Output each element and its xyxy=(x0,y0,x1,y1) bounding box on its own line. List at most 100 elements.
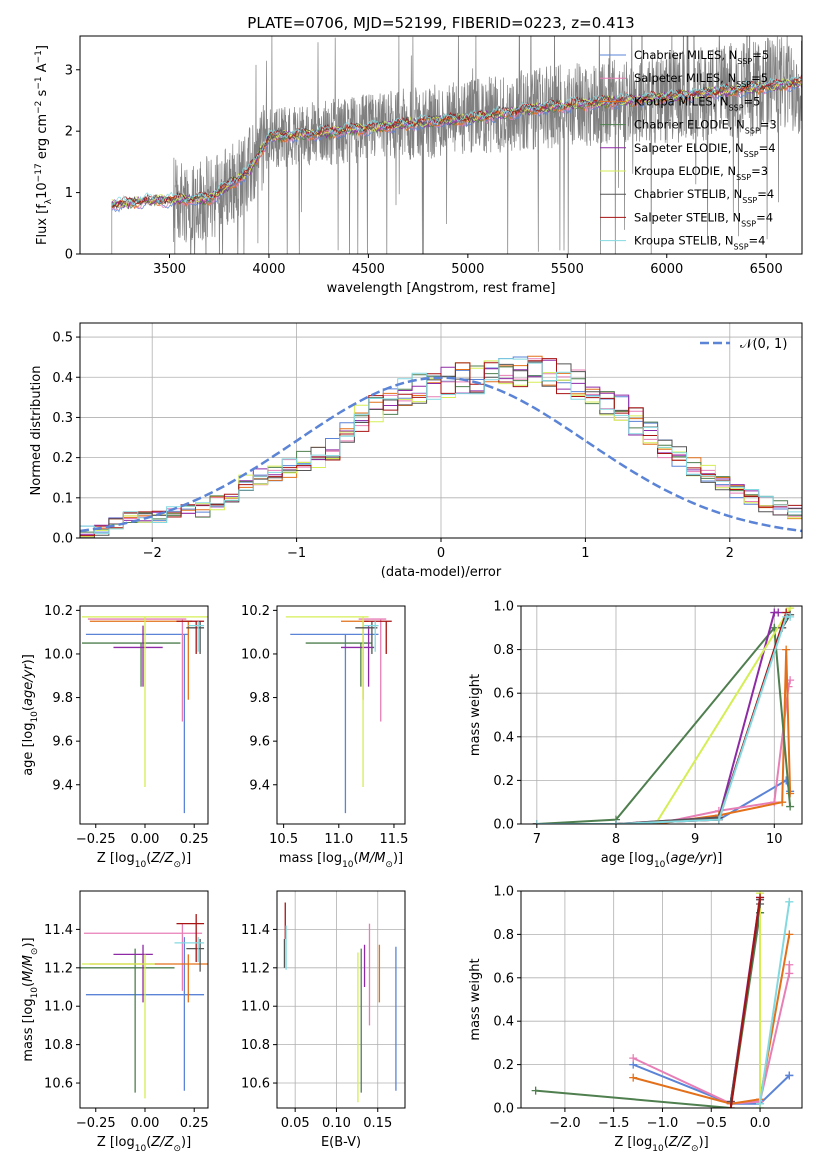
mass_vs_ebv-plot-area xyxy=(283,902,397,1103)
y-tick-label: 0.1 xyxy=(52,491,73,506)
y-tick-label: 10.0 xyxy=(241,647,270,662)
y-tick-label: 0.6 xyxy=(493,687,514,702)
x-tick-label: −1 xyxy=(287,546,306,561)
y-axis-label: mass [log10(M/M⊙)] xyxy=(21,937,40,1061)
weight-marker xyxy=(714,815,723,824)
weight-marker xyxy=(629,1054,638,1063)
residual-histogram-kroupa-elodie xyxy=(80,360,802,538)
age_vs_Z-panel: −0.25 0.00 0.25 9.4 9.6 9.8 10.0 10.2 Z [log10(Z… xyxy=(21,604,209,870)
y-tick-label: 0 xyxy=(65,248,73,263)
weight-marker xyxy=(531,1086,540,1095)
x-tick-label: 9 xyxy=(691,832,699,847)
legend-entry: Kroupa ELODIE, NSSP=3 xyxy=(634,164,768,182)
y-tick-label: 11.2 xyxy=(44,961,73,976)
axes-frame xyxy=(520,890,803,1109)
observed-spectrum-line xyxy=(111,36,802,254)
error-bar-point xyxy=(80,948,175,1093)
error-bar-point xyxy=(81,642,181,687)
y-tick-label: 1.0 xyxy=(493,600,514,615)
x-tick-label: 0.00 xyxy=(131,832,160,847)
x-tick-label: 4500 xyxy=(352,262,385,277)
x-tick-label: 0.0 xyxy=(750,1116,771,1131)
error-bar-point xyxy=(87,618,187,722)
weight-series xyxy=(532,676,795,824)
y-axis-label: Flux [fλ10−17 erg cm−2 s−1 A−1] xyxy=(34,45,54,245)
y-tick-label: 1.0 xyxy=(493,885,514,900)
y-tick-label: 2 xyxy=(65,125,73,140)
legend-entry: Kroupa MILES, NSSP=5 xyxy=(634,94,760,112)
error-bar-point xyxy=(364,621,379,652)
mass_vs_ebv-panel: 0.05 0.10 0.15 10.6 10.8 11.0 11.2 11.4 E(B-V) xyxy=(241,890,406,1150)
weight-series xyxy=(532,606,795,824)
residual-histogram-salpeter-miles xyxy=(80,358,802,538)
legend-entry: Kroupa STELIB, NSSP=4 xyxy=(634,234,765,252)
y-tick-label: 9.8 xyxy=(52,691,73,706)
x-tick-label: 0.05 xyxy=(281,1116,310,1131)
x-tick-label: 0.10 xyxy=(322,1116,351,1131)
axes-frame xyxy=(79,605,209,825)
x-tick-label: 10 xyxy=(766,832,783,847)
residual-histogram-kroupa-miles xyxy=(80,355,802,538)
error-bar-point xyxy=(89,620,193,700)
x-tick-label: −0.25 xyxy=(76,832,116,847)
y-tick-label: 0.5 xyxy=(52,331,73,346)
legend-entry: Chabrier MILES, NSSP=5 xyxy=(634,48,769,66)
x-tick-label: 0.25 xyxy=(180,832,209,847)
weight-marker xyxy=(785,960,794,969)
weight_vs_Z-plot-area xyxy=(531,891,794,1108)
x-tick-label: 0.00 xyxy=(131,1116,160,1131)
mass_vs_Z-panel: −0.25 0.00 0.25 10.6 10.8 11.0 11.2 11.4 Z [log1… xyxy=(21,890,209,1154)
weight-line xyxy=(632,934,791,1105)
error-bar-point xyxy=(355,621,378,654)
y-tick-label: 9.4 xyxy=(249,778,270,793)
y-tick-label: 10.2 xyxy=(241,604,270,619)
y-tick-label: 10.2 xyxy=(44,604,73,619)
weight-line xyxy=(759,901,791,1104)
legend: 𝒩(0, 1) xyxy=(700,337,787,352)
x-tick-label: 0.15 xyxy=(363,1116,392,1131)
weight-marker xyxy=(782,645,791,654)
residual-histogram-chabrier-elodie xyxy=(80,365,802,538)
error-bar-point xyxy=(186,621,205,654)
x-tick-label: −1.0 xyxy=(647,1116,679,1131)
weight-series xyxy=(532,623,795,824)
x-tick-label: 6500 xyxy=(750,262,783,277)
legend-entry: Salpeter ELODIE, NSSP=4 xyxy=(634,141,776,159)
error-bar-point xyxy=(174,937,205,963)
x-axis-label: Z [log10(Z/Z⊙)] xyxy=(614,1135,708,1154)
weight-marker xyxy=(629,1073,638,1082)
x-axis-label: Z [log10(Z/Z⊙)] xyxy=(97,851,191,870)
y-tick-label: 0.0 xyxy=(52,532,73,547)
y-tick-label: 0.8 xyxy=(493,643,514,658)
legend-entry: Chabrier ELODIE, NSSP=3 xyxy=(634,118,777,136)
y-axis-label: mass weight xyxy=(468,958,483,1040)
age_vs_Z-plot-area xyxy=(81,616,208,814)
weight-line xyxy=(536,607,791,824)
y-tick-label: 11.0 xyxy=(44,1000,73,1015)
residual-histogram-chabrier-stelib xyxy=(80,361,802,538)
y-tick-label: 1 xyxy=(65,186,73,201)
weight-marker xyxy=(611,820,620,824)
x-tick-label: 11.5 xyxy=(379,832,408,847)
error-bar-point xyxy=(113,625,163,687)
x-tick-label: −1.5 xyxy=(598,1116,630,1131)
x-tick-label: 6000 xyxy=(650,262,683,277)
x-tick-label: 1 xyxy=(581,546,589,561)
y-tick-label: 9.6 xyxy=(249,735,270,750)
residual-histogram-chabrier-miles xyxy=(80,356,802,538)
weight-marker xyxy=(778,798,787,807)
y-tick-label: 11.4 xyxy=(241,923,270,938)
age_vs_mass-plot-area xyxy=(285,616,392,814)
axes-frame xyxy=(520,605,803,825)
weight_vs_age-plot-area xyxy=(532,606,795,824)
x-axis-label: wavelength [Angstrom, rest frame] xyxy=(327,281,556,296)
x-axis-label: mass [log10(M/M⊙)] xyxy=(279,851,403,870)
error-bar-point xyxy=(176,914,205,963)
error-bar-point xyxy=(83,923,203,991)
weight-line xyxy=(536,778,792,824)
error-bar-point xyxy=(188,621,205,652)
y-tick-label: 0.6 xyxy=(493,971,514,986)
residual-histogram-kroupa-stelib xyxy=(80,358,802,538)
x-tick-label: −0.25 xyxy=(76,1116,116,1131)
